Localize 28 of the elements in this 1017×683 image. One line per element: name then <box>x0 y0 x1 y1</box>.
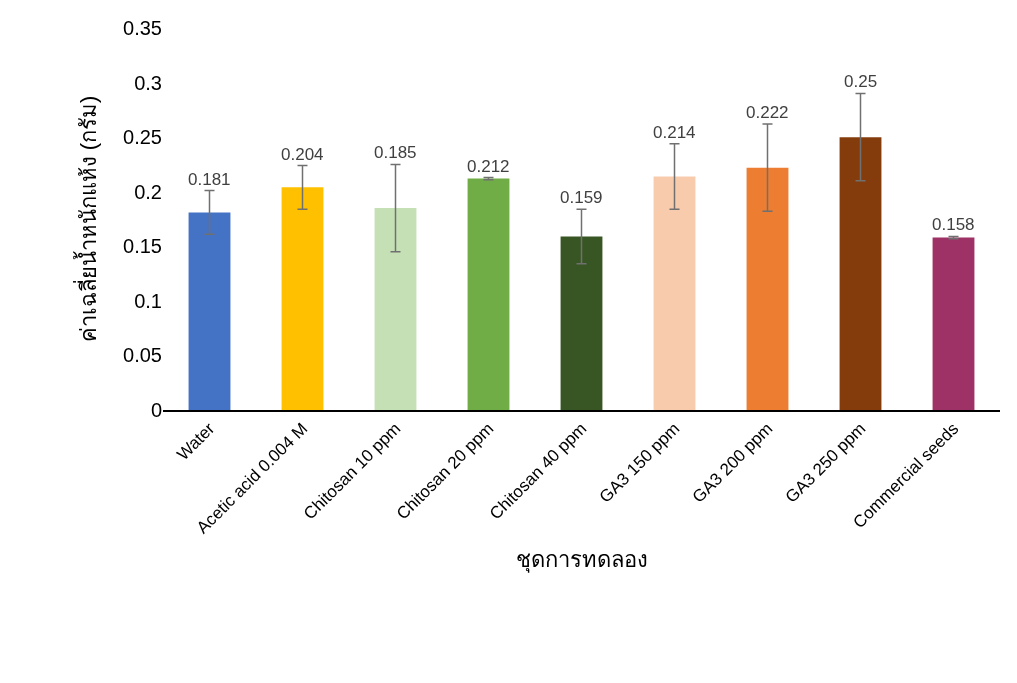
y-tick-label: 0.2 <box>134 180 162 203</box>
bar <box>467 178 510 410</box>
bar <box>746 167 789 410</box>
bar <box>839 137 882 410</box>
bar <box>188 212 231 410</box>
data-label: 0.185 <box>374 143 417 162</box>
bar <box>374 208 417 410</box>
y-tick-label: 0.3 <box>134 71 162 94</box>
bar <box>932 237 975 410</box>
bar <box>653 176 696 410</box>
y-tick-label: 0 <box>150 399 162 421</box>
x-axis-title: ชุดการทดลอง <box>515 546 648 573</box>
data-label: 0.25 <box>844 72 878 91</box>
data-label: 0.222 <box>746 103 789 122</box>
bar <box>560 236 603 410</box>
data-label: 0.181 <box>188 170 231 189</box>
y-tick-label: 0.15 <box>123 235 162 258</box>
bar <box>281 187 324 410</box>
data-label: 0.204 <box>281 145 324 164</box>
y-tick-label: 0.25 <box>123 126 162 149</box>
y-axis-title: ค่าเฉลี่ยน้ำหนักแห้ง (กรัม) <box>72 95 101 343</box>
data-label: 0.212 <box>467 157 510 176</box>
data-label: 0.159 <box>560 188 603 207</box>
y-tick-label: 0.05 <box>123 344 162 367</box>
data-label: 0.158 <box>932 215 975 234</box>
y-tick-label: 0.1 <box>134 289 162 312</box>
y-tick-label: 0.35 <box>123 17 162 39</box>
data-label: 0.214 <box>653 123 696 142</box>
